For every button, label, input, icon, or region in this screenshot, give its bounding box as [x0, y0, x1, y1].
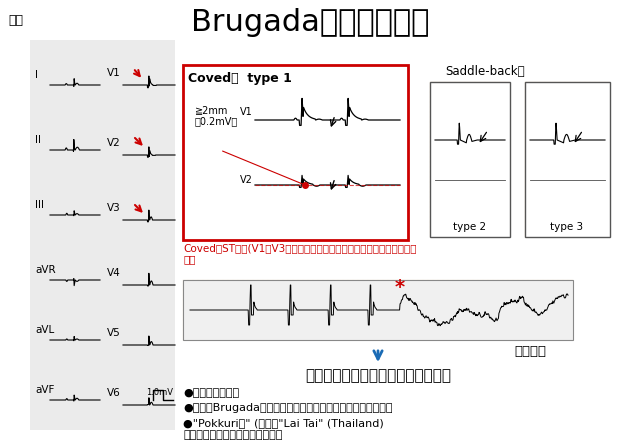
Text: Brugada症候群とは？: Brugada症候群とは？: [191, 8, 429, 37]
Text: type 2: type 2: [453, 222, 487, 232]
Bar: [183, 280, 573, 340]
Text: *: *: [395, 278, 405, 297]
Text: aVL: aVL: [35, 325, 55, 335]
Text: 1.0mV: 1.0mV: [146, 388, 174, 397]
Text: 心室細動: 心室細動: [514, 345, 546, 358]
Text: 図１: 図１: [8, 14, 23, 27]
Bar: [430, 82, 510, 237]
Bar: [525, 82, 610, 237]
Bar: [30, 40, 175, 430]
Text: Saddle-back型: Saddle-back型: [445, 65, 525, 78]
Text: type 3: type 3: [551, 222, 583, 232]
Text: ●成人男性に多い: ●成人男性に多い: [183, 388, 239, 398]
Text: ●"Pokkuri病" (日本）"Lai Tai" (Thailand)
の原因の一つとも考えられている: ●"Pokkuri病" (日本）"Lai Tai" (Thailand) の原因…: [183, 418, 384, 439]
Bar: [183, 65, 408, 240]
Text: 失神・突然死（夜間睡眠中に多い）: 失神・突然死（夜間睡眠中に多い）: [305, 368, 451, 383]
Text: V2: V2: [107, 138, 121, 148]
Text: V5: V5: [107, 328, 121, 338]
Text: V3: V3: [107, 203, 121, 213]
Text: aVF: aVF: [35, 385, 55, 395]
Text: ●多くのBrugada症候群は無症状、検診で見つかる場合が多い: ●多くのBrugada症候群は無症状、検診で見つかる場合が多い: [183, 403, 392, 413]
Text: aVR: aVR: [35, 265, 56, 275]
Text: III: III: [35, 200, 44, 210]
Text: V4: V4: [107, 268, 121, 278]
Text: Coved型  type 1: Coved型 type 1: [188, 72, 292, 85]
Text: V6: V6: [107, 388, 121, 398]
Text: Coved型ST上昇(V1～V3：高位肋間や薬物負荷後も可）が診断に必須で
ある: Coved型ST上昇(V1～V3：高位肋間や薬物負荷後も可）が診断に必須で ある: [183, 243, 417, 265]
Text: ≧2mm
（0.2mV）: ≧2mm （0.2mV）: [195, 105, 238, 127]
Text: V1: V1: [240, 107, 253, 117]
Text: V2: V2: [240, 175, 253, 185]
Text: V1: V1: [107, 68, 121, 78]
Text: I: I: [35, 70, 38, 80]
Text: II: II: [35, 135, 41, 145]
